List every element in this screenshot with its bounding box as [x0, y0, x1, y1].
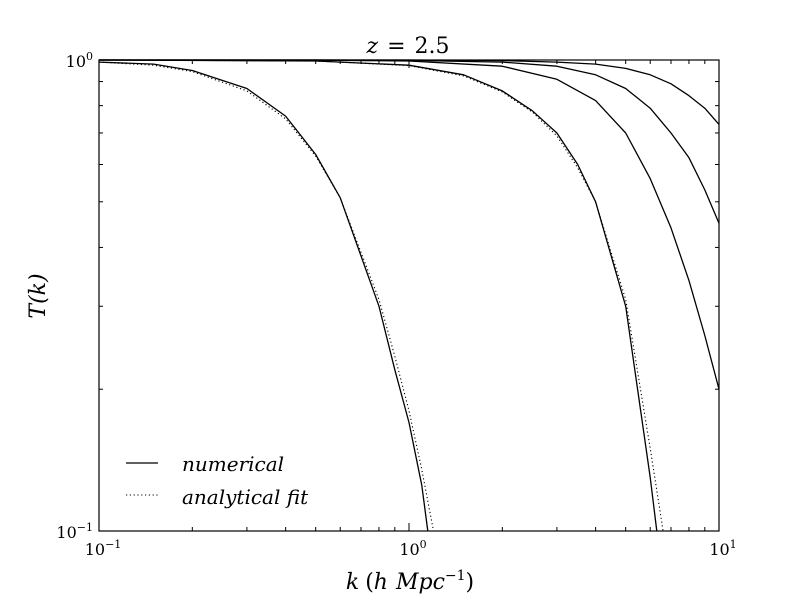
- series-line-5-solid: [98, 59, 720, 390]
- plot-frame: [98, 59, 720, 532]
- x-tick-label: 101: [709, 538, 736, 559]
- x-tick-label: 10−1: [85, 538, 122, 559]
- series-line-4-dotted: [98, 59, 664, 532]
- x-axis-label: k (h Mpc−1): [346, 568, 474, 595]
- series-line-3-solid: [98, 59, 658, 532]
- series-line-6-solid: [99, 59, 720, 224]
- y-tick-label: 100: [66, 50, 93, 71]
- series-line-7-solid: [99, 59, 720, 125]
- x-tick-label: 100: [399, 538, 426, 559]
- legend-label-analytical-fit: analytical fit: [182, 485, 309, 509]
- axis-ticks: 10−1 100 101 10−1 100: [56, 50, 736, 559]
- legend: numerical analytical fit: [126, 452, 309, 509]
- y-axis-label: T(k): [26, 273, 51, 318]
- chart-title: z = 2.5: [365, 34, 449, 59]
- legend-label-numerical: numerical: [182, 452, 284, 476]
- y-tick-label: 10−1: [56, 521, 93, 542]
